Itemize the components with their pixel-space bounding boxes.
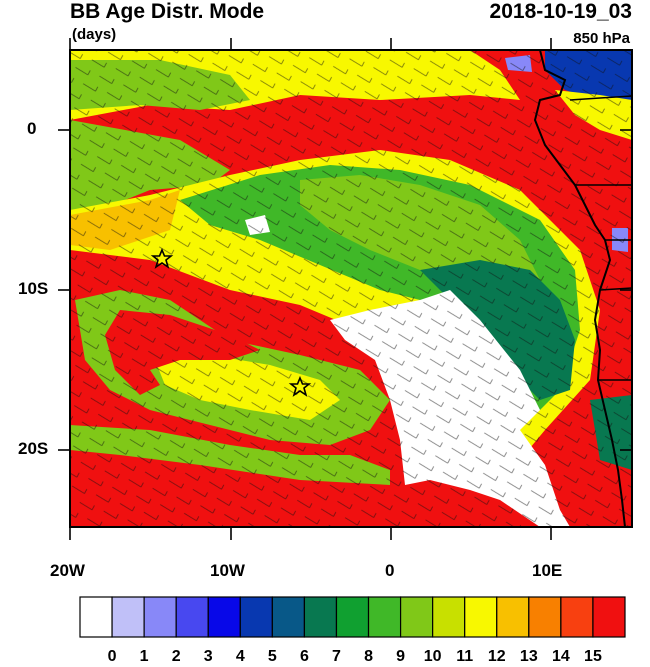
lat-label-10s: 10S bbox=[18, 279, 49, 298]
colorbar-label: 10 bbox=[423, 648, 442, 665]
lon-label-20w: 20W bbox=[50, 561, 85, 580]
colorbar bbox=[79, 596, 626, 638]
colorbar-label: 6 bbox=[299, 648, 309, 665]
colorbar-label: 12 bbox=[487, 648, 506, 665]
colorbar-label: 0 bbox=[107, 648, 117, 665]
colorbar-swatch bbox=[303, 596, 338, 638]
wind-barbs bbox=[70, 50, 632, 527]
colorbar-label: 14 bbox=[551, 648, 570, 665]
colorbar-swatch bbox=[335, 596, 370, 638]
lat-label-0: 0 bbox=[27, 119, 37, 138]
colorbar-label: 3 bbox=[203, 648, 213, 665]
colorbar-label: 1 bbox=[139, 648, 149, 665]
colorbar-swatch bbox=[432, 596, 466, 638]
colorbar-label: 11 bbox=[456, 648, 474, 665]
map-title: BB Age Distr. Mode bbox=[70, 0, 265, 23]
colorbar-swatch bbox=[367, 596, 402, 638]
units-label: (days) bbox=[72, 26, 117, 43]
colorbar-swatch bbox=[560, 596, 594, 638]
colorbar-label: 7 bbox=[332, 648, 341, 665]
star-marker-north bbox=[150, 247, 174, 269]
colorbar-label: 8 bbox=[364, 648, 373, 665]
colorbar-label: 9 bbox=[396, 648, 406, 665]
star-marker-south bbox=[288, 375, 312, 397]
colorbar-swatch bbox=[592, 596, 626, 638]
colorbar-swatch bbox=[528, 596, 562, 638]
colorbar-swatch bbox=[464, 596, 498, 638]
colorbar-label: 15 bbox=[584, 648, 602, 665]
colorbar-swatch bbox=[143, 596, 177, 638]
age-field bbox=[70, 50, 632, 527]
axis-ticks bbox=[58, 38, 632, 540]
colorbar-swatch bbox=[271, 596, 306, 638]
colorbar-label: 2 bbox=[171, 648, 181, 665]
pressure-level: 850 hPa bbox=[573, 30, 630, 47]
valid-time: 2018-10-19_03 bbox=[489, 0, 632, 23]
colorbar-swatch bbox=[399, 596, 434, 638]
colorbar-label: 4 bbox=[235, 648, 245, 665]
colorbar-label: 5 bbox=[267, 648, 277, 665]
lat-label-20s: 20S bbox=[18, 439, 49, 458]
colorbar-swatch bbox=[79, 596, 113, 638]
country-borders bbox=[569, 95, 632, 381]
lon-label-10e: 10E bbox=[532, 561, 563, 580]
coastline bbox=[533, 50, 626, 527]
map-frame bbox=[69, 49, 633, 528]
colorbar-swatch bbox=[496, 596, 530, 638]
colorbar-swatch bbox=[111, 596, 145, 638]
lon-label-0: 0 bbox=[385, 561, 395, 580]
colorbar-label: 13 bbox=[519, 648, 538, 665]
colorbar-swatch bbox=[175, 596, 209, 638]
lon-label-10w: 10W bbox=[210, 561, 245, 580]
colorbar-swatch bbox=[207, 596, 241, 638]
colorbar-swatch bbox=[239, 596, 273, 638]
